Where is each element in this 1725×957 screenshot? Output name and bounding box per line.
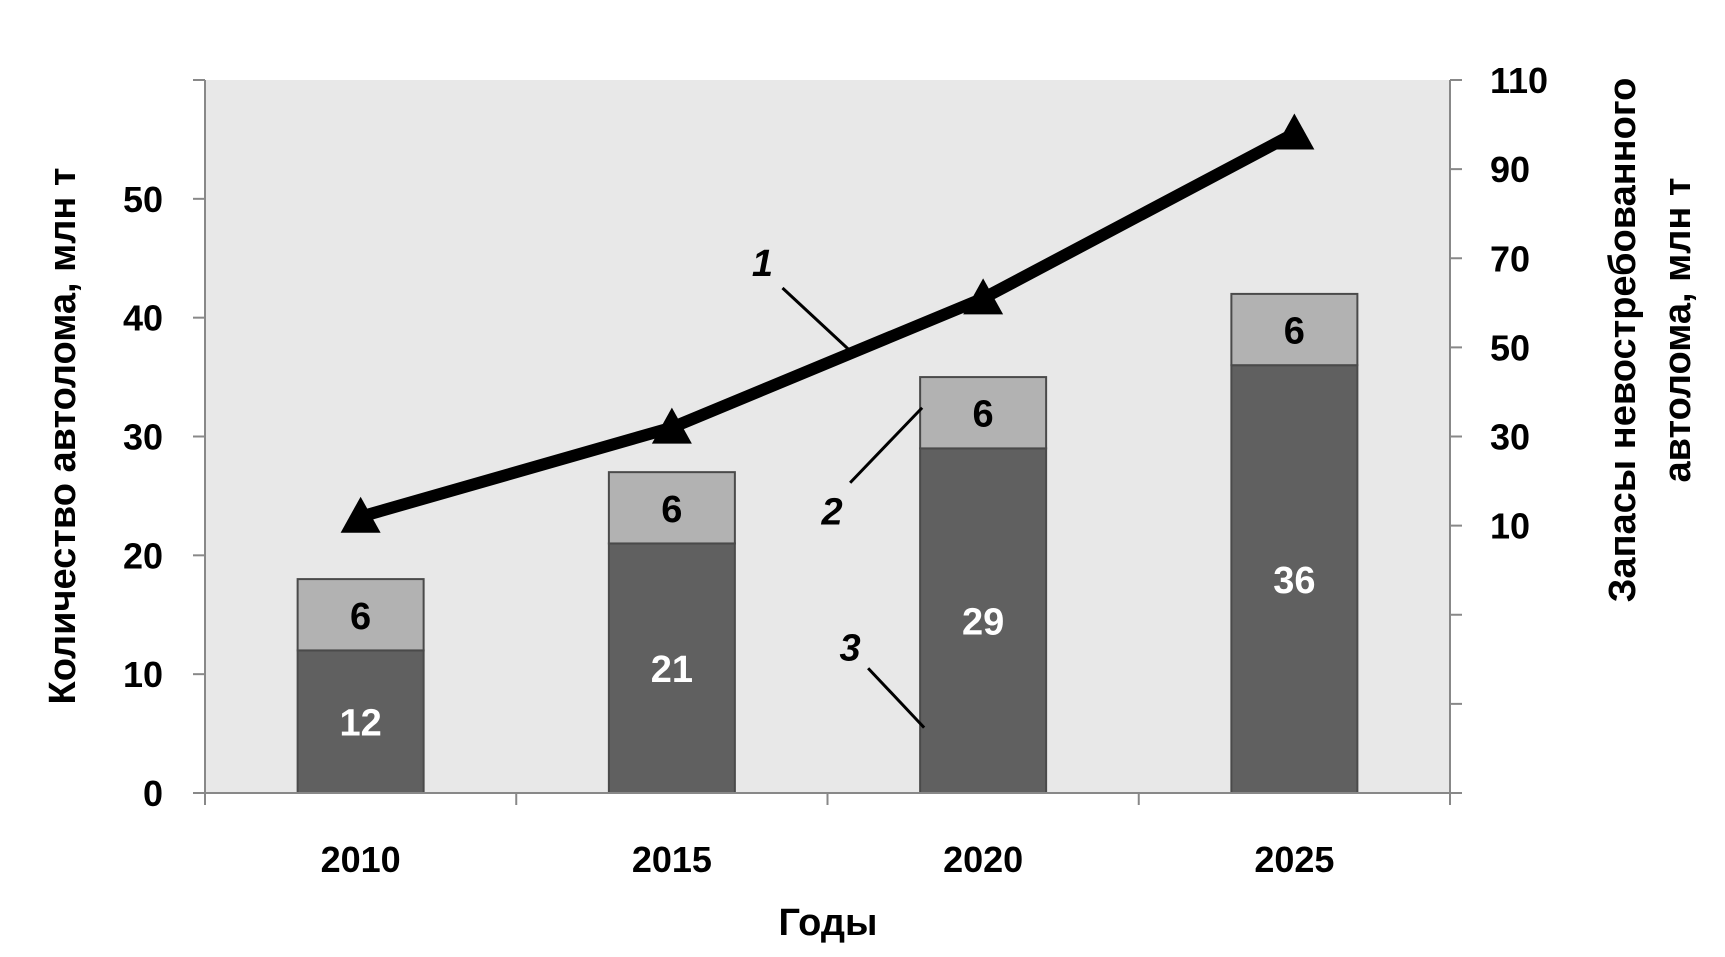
line-marker-2015: [651, 407, 692, 444]
x-tick-label-2020: 2020: [943, 839, 1023, 880]
y2-tick-label-90: 90: [1490, 149, 1530, 190]
annotation-2-label: 2: [821, 492, 843, 534]
y-tick-label-10: 10: [123, 654, 163, 695]
axes-layer: 0 10 20 30 40 50 10 30 50 70 90 110 2010 2015 2020 2025: [123, 60, 1548, 880]
data-label-top-2025: 6: [1284, 311, 1305, 353]
data-label-bottom-2010: 12: [339, 703, 381, 745]
y-tick-label-20: 20: [123, 535, 163, 576]
line-marker-2010: [340, 496, 381, 533]
bar-top-2025: [1230, 292, 1359, 367]
annotation-3-leader: [867, 667, 926, 729]
line-marker-2020: [963, 278, 1004, 315]
line-layer: [340, 113, 1315, 533]
y2-tick-label-30: 30: [1490, 417, 1530, 458]
x-axis-title: Годы: [779, 902, 878, 944]
data-label-top-2020: 6: [973, 394, 994, 436]
y2-tick-label-10: 10: [1490, 506, 1530, 547]
y-tick-label-0: 0: [143, 773, 163, 814]
annotation-1-label: 1: [752, 243, 773, 285]
y-tick-label-50: 50: [123, 179, 163, 220]
bar-top-2010: [296, 578, 425, 652]
x-tick-label-2010: 2010: [321, 839, 401, 880]
line-series-1: [358, 128, 1298, 523]
data-label-bottom-2025: 36: [1273, 560, 1315, 602]
y2-tick-label-50: 50: [1490, 327, 1530, 368]
y2-axis-title-line-1: Запасы невостребованного: [1602, 78, 1644, 603]
bar-top-2020: [919, 376, 1048, 450]
annotation-2-leader: [849, 406, 924, 484]
bar-bottom-2025: [1230, 364, 1359, 794]
line-marker-2025: [1274, 113, 1315, 150]
x-tick-label-2025: 2025: [1254, 839, 1334, 880]
x-tick-label-2015: 2015: [632, 839, 712, 880]
data-label-top-2015: 6: [661, 489, 682, 531]
bar-bottom-2015: [607, 542, 736, 795]
y2-tick-label-110: 110: [1490, 60, 1548, 101]
data-label-bottom-2020: 29: [962, 602, 1004, 644]
bars-layer: [296, 292, 1359, 795]
y-axis-title: Количество автолома, млн т: [42, 168, 84, 705]
annotation-3-label: 3: [840, 627, 861, 669]
y-tick-label-40: 40: [123, 298, 163, 339]
bar-top-2015: [607, 471, 736, 545]
data-label-top-2010: 6: [350, 596, 371, 638]
y2-tick-label-70: 70: [1490, 238, 1530, 279]
annotations-layer: 1 2 3: [752, 243, 926, 729]
bar-labels-layer: 12 6 21 6 29 6 36 6: [339, 311, 1315, 745]
y2-axis-title-line-2: автолома, млн т: [1657, 178, 1699, 483]
bar-bottom-2010: [296, 649, 425, 795]
y-tick-label-30: 30: [123, 417, 163, 458]
data-label-bottom-2015: 21: [651, 649, 693, 691]
annotation-1-leader: [781, 286, 854, 355]
